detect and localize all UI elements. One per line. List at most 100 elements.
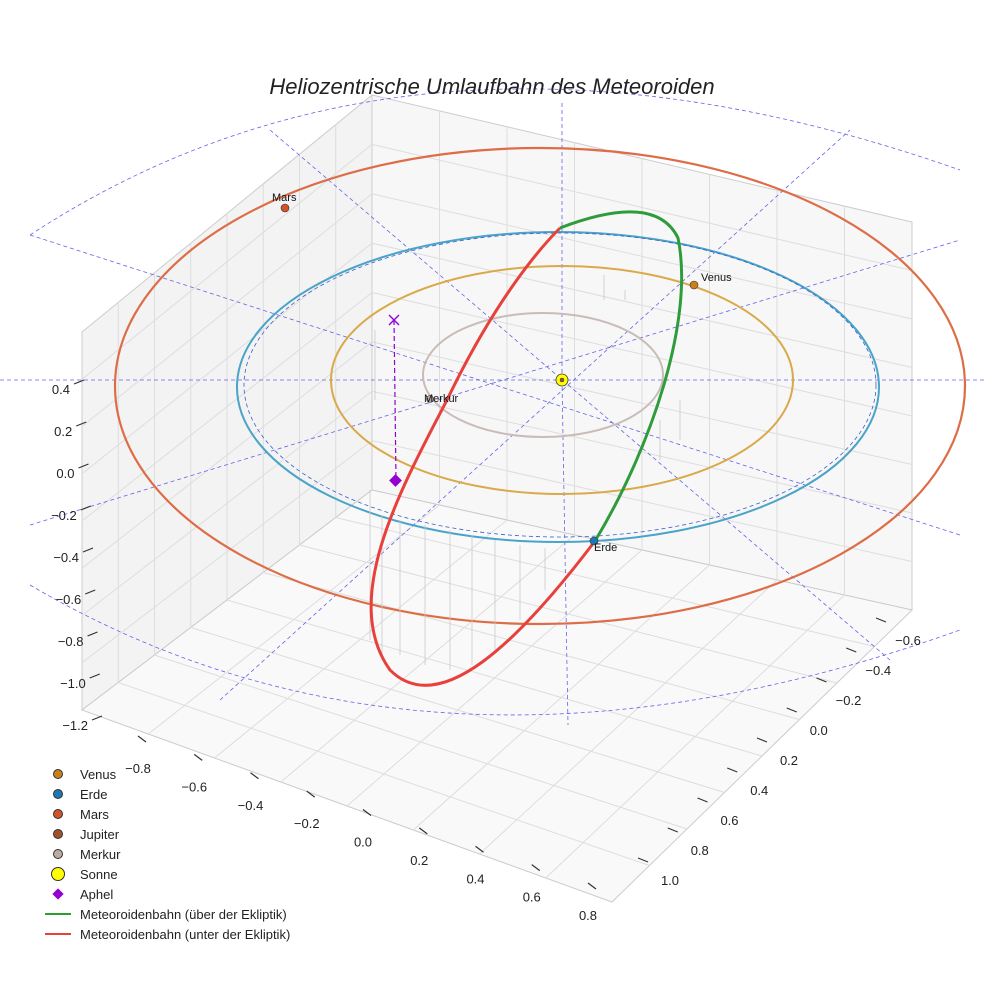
y-axis-tick-mark	[816, 677, 827, 683]
aphel-projection	[393, 319, 397, 481]
legend-item: Meteoroidenbahn (unter der Ekliptik)	[38, 924, 290, 944]
chart-title: Heliozentrische Umlaufbahn des Meteoroid…	[269, 74, 715, 99]
label-venus: Venus	[701, 272, 732, 284]
y-axis-tick-mark	[637, 857, 649, 863]
legend-item: Aphel	[38, 884, 290, 904]
marker-venus	[689, 280, 699, 290]
meteoroid-path-below	[369, 226, 597, 687]
z-axis-tick-label: 0.0	[56, 466, 74, 481]
z-axis-tick-mark	[91, 715, 103, 721]
y-axis-tick-label: 0.0	[810, 723, 828, 738]
meteoroid-trajectory	[369, 210, 684, 687]
meteoroid-path-above	[559, 210, 684, 542]
y-axis-tick-mark	[846, 647, 857, 653]
z-axis-tick-label: −0.6	[56, 592, 82, 607]
y-axis-tick-label: 0.6	[720, 813, 738, 828]
legend: Venus Erde Mars Jupiter Merkur Sonne Aphel Mete…	[38, 764, 290, 944]
x-axis-tick-mark	[137, 735, 147, 743]
markers	[280, 203, 699, 546]
grid-lines	[81, 110, 913, 879]
z-axis-tick-mark	[85, 589, 96, 595]
orbit-erde-dashed	[243, 232, 877, 538]
x-axis-tick-mark	[587, 882, 597, 890]
legend-label: Meteoroidenbahn (über der Ekliptik)	[80, 906, 287, 922]
legend-item: Mars	[38, 804, 290, 824]
z-axis-tick-mark	[87, 631, 98, 637]
label-mars: Mars	[272, 192, 297, 204]
z-axis-tick-label: −1.2	[62, 718, 88, 733]
y-axis-tick-mark	[697, 797, 708, 803]
x-axis-tick-label: 0.0	[354, 835, 372, 850]
legend-item: Meteoroidenbahn (über der Ekliptik)	[38, 904, 290, 924]
x-axis-tick-mark	[418, 827, 428, 835]
legend-label: Sonne	[80, 866, 118, 882]
marker-jupiter	[559, 377, 565, 383]
y-axis-tick-mark	[756, 737, 768, 743]
x-axis-tick-label: −0.6	[181, 779, 207, 794]
y-axis-tick-label: 0.8	[691, 843, 709, 858]
label-merkur: Merkur	[424, 393, 459, 405]
marker-aphel-projection-x	[388, 314, 400, 326]
x-axis-tick-mark	[362, 809, 372, 816]
orbit-mars	[113, 146, 967, 626]
orbit-merkur	[422, 312, 664, 438]
drop-lines	[369, 275, 681, 670]
legend-item: Venus	[38, 764, 290, 784]
x-axis-tick-mark	[250, 772, 259, 780]
z-axis-tick-label: 0.4	[52, 382, 70, 397]
z-axis-tick-label: 0.2	[54, 424, 72, 439]
x-axis-tick-label: −0.8	[125, 761, 151, 776]
legend-label: Mars	[80, 806, 109, 822]
label-erde: Erde	[594, 542, 617, 554]
legend-label: Meteoroidenbahn (unter der Ekliptik)	[80, 926, 291, 942]
x-axis-tick-label: 0.8	[579, 908, 597, 923]
y-axis-tick-label: 0.2	[780, 753, 798, 768]
legend-symbol	[38, 789, 78, 799]
legend-item: Merkur	[38, 844, 290, 864]
orbit-venus	[330, 265, 794, 495]
point-labels: Mars Venus Merkur Erde	[272, 192, 732, 554]
y-axis-tick-label: −0.2	[836, 693, 862, 708]
legend-item: Sonne	[38, 864, 290, 884]
y-axis-tick-label: −0.4	[865, 663, 891, 678]
legend-item: Erde	[38, 784, 290, 804]
y-axis-tick-mark	[727, 767, 738, 773]
legend-symbol	[38, 888, 78, 900]
legend-label: Venus	[80, 766, 117, 782]
legend-symbol	[38, 933, 78, 935]
legend-symbol	[38, 829, 78, 839]
legend-symbol	[38, 913, 78, 915]
marker-erde	[589, 536, 599, 546]
legend-label: Merkur	[80, 846, 121, 862]
z-axis-tick-label: −1.0	[60, 676, 86, 691]
legend-symbol	[38, 849, 78, 859]
legend-label: Aphel	[80, 886, 114, 902]
legend-symbol	[38, 867, 78, 881]
legend-symbol	[38, 769, 78, 779]
x-axis-tick-label: 0.2	[410, 853, 428, 868]
x-axis-tick-label: −0.4	[238, 798, 264, 813]
z-axis-tick-mark	[78, 463, 89, 469]
z-axis-tick-mark	[80, 505, 91, 511]
y-axis-tick-label: 0.4	[750, 783, 768, 798]
y-axis-tick-mark	[667, 827, 678, 833]
y-axis-tick-label: −0.6	[895, 633, 921, 648]
x-axis-tick-label: −0.2	[294, 816, 320, 831]
z-axis-tick-mark	[73, 379, 85, 385]
marker-aphel	[389, 474, 402, 487]
z-axis-tick-mark	[82, 547, 94, 553]
z-axis-tick-mark	[76, 421, 87, 427]
marker-merkur	[426, 395, 434, 403]
x-axis-tick-mark	[475, 845, 484, 853]
y-axis-tick-mark	[786, 707, 797, 713]
axis-ticks: −0.8−0.6−0.4−0.20.00.20.40.60.8−0.6−0.4−…	[51, 379, 921, 923]
legend-symbol	[38, 809, 78, 819]
legend-label: Jupiter	[80, 826, 120, 842]
marker-mars	[280, 203, 290, 213]
legend-label: Erde	[80, 786, 108, 802]
z-axis-tick-mark	[89, 673, 100, 679]
x-axis-tick-mark	[306, 790, 316, 798]
y-axis-tick-mark	[875, 617, 887, 623]
x-axis-tick-mark	[531, 864, 541, 872]
